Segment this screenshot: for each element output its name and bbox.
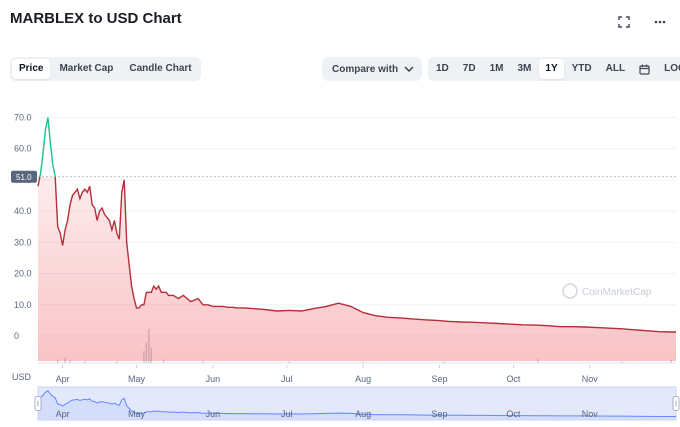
y-tick-label: 30.0 xyxy=(14,237,32,247)
range-1d[interactable]: 1D xyxy=(436,63,449,74)
brush-x-label: Oct xyxy=(506,409,521,419)
volume-bar xyxy=(670,359,672,363)
watermark: CoinMarketCap xyxy=(562,283,652,299)
x-tick-label: Oct xyxy=(506,374,521,384)
brush-x-label: Apr xyxy=(56,409,70,419)
chevron-down-icon xyxy=(404,64,414,75)
range-1y[interactable]: 1Y xyxy=(539,59,564,79)
volume-bar xyxy=(621,361,623,363)
brush-handle-left[interactable] xyxy=(34,396,42,411)
brush-x-label: May xyxy=(128,409,146,419)
x-axis: Apr May Jun Jul Aug Sep Oct Nov xyxy=(56,365,599,384)
x-tick-label: Aug xyxy=(355,374,371,384)
tab-market-cap[interactable]: Market Cap xyxy=(59,63,114,74)
page-title: MARBLEX to USD Chart xyxy=(10,10,182,27)
compare-with-label: Compare with xyxy=(332,63,399,75)
tab-price[interactable]: Price xyxy=(12,59,51,79)
volume-bar xyxy=(57,359,59,363)
watermark-text: CoinMarketCap xyxy=(582,287,652,298)
x-tick-label: Jul xyxy=(281,374,293,384)
volume-bar xyxy=(69,360,71,363)
x-tick-label: Apr xyxy=(56,374,70,384)
y-tick-label: 70.0 xyxy=(14,112,32,122)
range-ytd[interactable]: YTD xyxy=(571,63,592,74)
brush-x-label: Jun xyxy=(206,409,221,419)
more-icon[interactable] xyxy=(652,14,668,30)
brush-x-label: Jul xyxy=(281,409,293,419)
chart-toolbar-icons xyxy=(616,14,668,30)
y-tick-label: 0 xyxy=(14,331,19,341)
volume-bar xyxy=(116,360,118,363)
range-brush[interactable]: Apr May Jun Jul Aug Sep Oct Nov xyxy=(34,386,680,421)
range-3m[interactable]: 3M xyxy=(517,63,532,74)
range-7d[interactable]: 7D xyxy=(462,63,476,74)
range-all[interactable]: ALL xyxy=(605,63,626,74)
x-tick-label: Jun xyxy=(206,374,221,384)
fullscreen-icon[interactable] xyxy=(616,14,632,30)
reference-price-label: 51.0 xyxy=(16,173,32,182)
range-1m[interactable]: 1M xyxy=(489,63,504,74)
time-range-tabs: 1D 7D 1M 3M 1Y YTD ALL LOG xyxy=(428,57,680,81)
brush-x-label: Sep xyxy=(432,409,448,419)
y-tick-label: 10.0 xyxy=(14,300,32,310)
x-tick-label: Nov xyxy=(582,374,599,384)
chart-type-tabs: Price Market Cap Candle Chart xyxy=(10,57,201,81)
x-tick-label: Sep xyxy=(432,374,448,384)
brush-x-label: Nov xyxy=(582,409,599,419)
volume-bar xyxy=(162,359,165,363)
y-tick-label: 60.0 xyxy=(14,144,32,154)
currency-label: USD xyxy=(12,372,32,382)
volume-bar xyxy=(443,361,446,363)
tab-candle-chart[interactable]: Candle Chart xyxy=(129,63,192,74)
volume-bar xyxy=(202,360,204,363)
y-axis: 70.060.050.040.030.020.010.00 xyxy=(14,112,32,341)
brush-x-label: Aug xyxy=(355,409,371,419)
price-line-below xyxy=(37,176,676,333)
volume-bar xyxy=(84,361,86,363)
y-tick-label: 20.0 xyxy=(14,269,32,279)
calendar-icon[interactable] xyxy=(633,59,656,79)
log-scale-toggle[interactable]: LOG xyxy=(664,63,680,74)
x-tick-label: May xyxy=(128,374,146,384)
y-tick-label: 40.0 xyxy=(14,206,32,216)
brush-handle-right[interactable] xyxy=(672,396,680,411)
reference-price-tag: 51.0 xyxy=(11,170,37,183)
volume-bar xyxy=(288,361,290,363)
compare-with-dropdown[interactable]: Compare with xyxy=(322,57,422,81)
price-area-fill xyxy=(38,176,676,361)
price-chart[interactable]: 70.060.050.040.030.020.010.00 CoinMarket… xyxy=(0,90,680,427)
watermark-logo-icon xyxy=(562,283,578,299)
volume-bar xyxy=(362,361,364,363)
brush-line xyxy=(37,390,676,417)
